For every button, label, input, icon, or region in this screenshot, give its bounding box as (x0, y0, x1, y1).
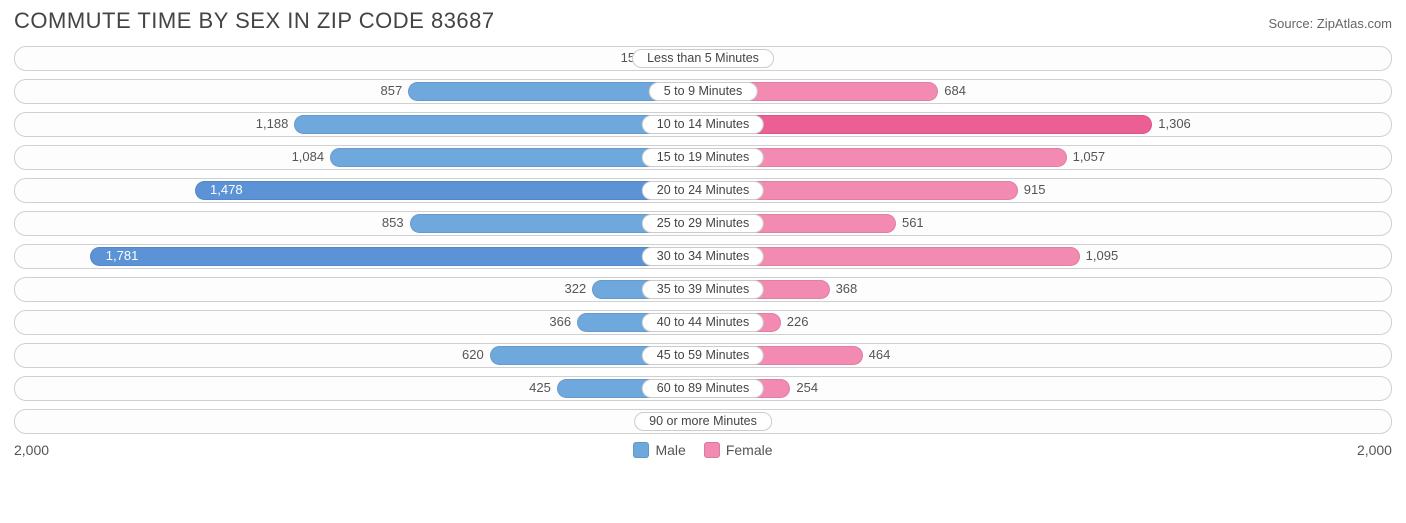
category-label: 40 to 44 Minutes (642, 313, 764, 332)
bar-row: 1,084 1,057 15 to 19 Minutes (14, 145, 1392, 170)
value-label-male: 1,478 (210, 182, 243, 197)
value-label-female: 1,306 (1158, 116, 1191, 131)
value-label-female: 1,057 (1073, 149, 1106, 164)
category-label: 60 to 89 Minutes (642, 379, 764, 398)
category-label: 45 to 59 Minutes (642, 346, 764, 365)
legend-label-female: Female (726, 442, 773, 458)
value-label-female: 254 (796, 380, 818, 395)
bar-row: 857 684 5 to 9 Minutes (14, 79, 1392, 104)
value-label-male: 1,084 (292, 149, 325, 164)
bar-row: 322 368 35 to 39 Minutes (14, 277, 1392, 302)
bar-row: 425 254 60 to 89 Minutes (14, 376, 1392, 401)
category-label: 35 to 39 Minutes (642, 280, 764, 299)
category-label: 5 to 9 Minutes (649, 82, 758, 101)
category-label: 20 to 24 Minutes (642, 181, 764, 200)
value-label-male: 853 (382, 215, 404, 230)
value-label-female: 561 (902, 215, 924, 230)
value-label-female: 1,095 (1086, 248, 1119, 263)
value-label-female: 464 (869, 347, 891, 362)
bar-row: 620 464 45 to 59 Minutes (14, 343, 1392, 368)
value-label-male: 857 (381, 83, 403, 98)
axis-label-right: 2,000 (1357, 442, 1392, 458)
legend: Male Female (633, 442, 772, 458)
bar-row: 1,478 915 20 to 24 Minutes (14, 178, 1392, 203)
bar-row: 782190 or more Minutes (14, 409, 1392, 434)
value-label-male: 322 (565, 281, 587, 296)
value-label-female: 368 (836, 281, 858, 296)
bar-row: 853 561 25 to 29 Minutes (14, 211, 1392, 236)
category-label: 10 to 14 Minutes (642, 115, 764, 134)
value-label-female: 226 (787, 314, 809, 329)
bar-row: 366 226 40 to 44 Minutes (14, 310, 1392, 335)
bar-row: 1,781 1,095 30 to 34 Minutes (14, 244, 1392, 269)
legend-swatch-female (704, 442, 720, 458)
chart-footer: 2,000 Male Female 2,000 (14, 442, 1392, 458)
legend-swatch-male (633, 442, 649, 458)
legend-item-male: Male (633, 442, 685, 458)
value-label-female: 684 (944, 83, 966, 98)
category-label: 15 to 19 Minutes (642, 148, 764, 167)
category-label: 30 to 34 Minutes (642, 247, 764, 266)
bar-male (195, 181, 703, 200)
category-label: 90 or more Minutes (634, 412, 772, 431)
value-label-male: 620 (462, 347, 484, 362)
chart-header: COMMUTE TIME BY SEX IN ZIP CODE 83687 So… (14, 8, 1392, 34)
bar-row: 1,188 1,306 10 to 14 Minutes (14, 112, 1392, 137)
value-label-male: 366 (549, 314, 571, 329)
chart-source: Source: ZipAtlas.com (1268, 16, 1392, 31)
legend-item-female: Female (704, 442, 773, 458)
axis-label-left: 2,000 (14, 442, 49, 458)
category-label: 25 to 29 Minutes (642, 214, 764, 233)
value-label-male: 1,781 (106, 248, 139, 263)
bar-male (90, 247, 703, 266)
value-label-female: 915 (1024, 182, 1046, 197)
bar-female (703, 115, 1152, 134)
chart-title: COMMUTE TIME BY SEX IN ZIP CODE 83687 (14, 8, 495, 34)
value-label-male: 425 (529, 380, 551, 395)
diverging-bar-chart: 15973Less than 5 Minutes 857 684 5 to 9 Min… (14, 46, 1392, 434)
bar-row: 15973Less than 5 Minutes (14, 46, 1392, 71)
value-label-male: 1,188 (256, 116, 289, 131)
category-label: Less than 5 Minutes (632, 49, 774, 68)
legend-label-male: Male (655, 442, 685, 458)
